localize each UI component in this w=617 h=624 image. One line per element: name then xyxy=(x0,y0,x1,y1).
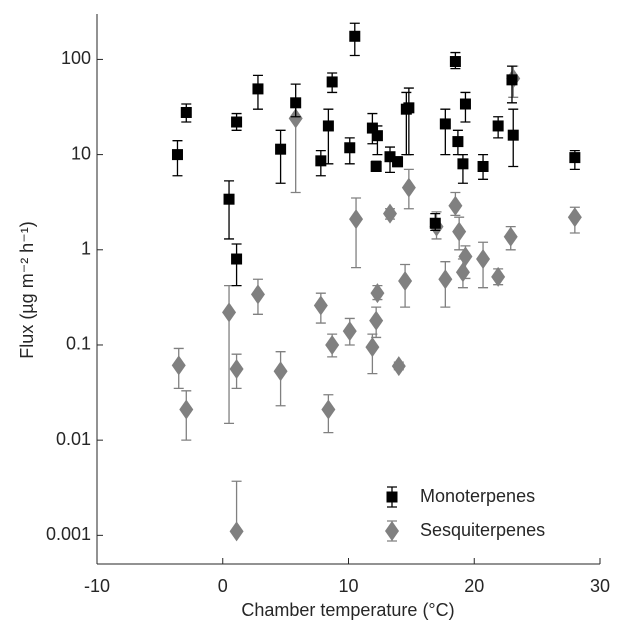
y-tick-label: 0.001 xyxy=(46,524,91,544)
y-tick-label: 1 xyxy=(81,239,91,259)
marker xyxy=(452,136,464,148)
marker xyxy=(290,97,302,109)
marker xyxy=(458,246,473,267)
marker xyxy=(231,253,243,265)
error-bar xyxy=(403,87,414,156)
marker xyxy=(452,221,467,242)
y-tick-label: 0.1 xyxy=(66,334,91,354)
marker xyxy=(315,155,327,167)
marker xyxy=(503,226,518,247)
error-bar xyxy=(323,108,334,165)
marker xyxy=(250,284,265,305)
marker xyxy=(507,129,519,141)
marker xyxy=(369,310,384,331)
marker xyxy=(252,83,264,95)
x-tick-label: 20 xyxy=(464,576,484,596)
legend-marker xyxy=(385,521,399,541)
legend-label: Monoterpenes xyxy=(420,486,535,506)
marker xyxy=(325,334,340,355)
marker xyxy=(222,302,237,323)
x-tick-label: -10 xyxy=(84,576,110,596)
marker xyxy=(439,118,451,130)
marker xyxy=(349,209,364,230)
marker xyxy=(459,98,471,110)
error-bar xyxy=(401,91,412,156)
error-bar xyxy=(440,108,451,156)
marker xyxy=(506,74,518,86)
marker xyxy=(321,399,336,420)
marker xyxy=(491,266,506,287)
marker xyxy=(449,56,461,68)
x-tick-label: 10 xyxy=(338,576,358,596)
marker xyxy=(275,143,287,155)
marker xyxy=(344,142,356,154)
marker xyxy=(567,207,582,228)
y-axis-label: Flux (µg m⁻² h⁻¹) xyxy=(17,221,37,358)
marker xyxy=(391,356,406,377)
error-bar xyxy=(224,180,235,240)
marker xyxy=(569,152,581,164)
marker xyxy=(273,361,288,382)
marker xyxy=(231,116,243,128)
marker xyxy=(371,130,383,142)
legend-label: Sesquiterpenes xyxy=(420,520,545,540)
marker xyxy=(398,270,413,291)
error-bar xyxy=(231,243,242,287)
marker xyxy=(326,76,338,88)
marker xyxy=(492,120,504,132)
marker xyxy=(223,193,235,205)
x-tick-label: 0 xyxy=(218,576,228,596)
marker xyxy=(448,195,463,216)
x-tick-label: 30 xyxy=(590,576,610,596)
marker xyxy=(322,120,334,132)
marker xyxy=(179,399,194,420)
marker xyxy=(342,321,357,342)
marker xyxy=(366,122,378,134)
x-axis-label: Chamber temperature (°C) xyxy=(241,600,454,620)
marker xyxy=(180,106,192,118)
marker xyxy=(477,160,489,172)
y-tick-label: 0.01 xyxy=(56,429,91,449)
marker xyxy=(229,521,244,542)
marker xyxy=(429,217,441,229)
marker xyxy=(288,108,303,129)
marker xyxy=(476,249,491,270)
marker xyxy=(313,295,328,316)
marker xyxy=(349,30,361,42)
marker xyxy=(403,102,415,114)
marker xyxy=(171,149,183,161)
marker xyxy=(229,358,244,379)
marker xyxy=(401,177,416,198)
error-bar xyxy=(351,197,362,269)
marker xyxy=(457,158,469,170)
marker xyxy=(382,203,397,224)
y-tick-label: 100 xyxy=(61,48,91,68)
marker xyxy=(171,355,186,376)
marker xyxy=(455,262,470,283)
marker xyxy=(365,337,380,358)
error-bar xyxy=(275,129,286,184)
marker xyxy=(384,151,396,163)
marker xyxy=(370,283,385,304)
y-tick-label: 10 xyxy=(71,143,91,163)
legend-marker xyxy=(386,491,398,503)
marker xyxy=(438,269,453,290)
marker xyxy=(370,160,382,172)
marker xyxy=(392,156,404,168)
